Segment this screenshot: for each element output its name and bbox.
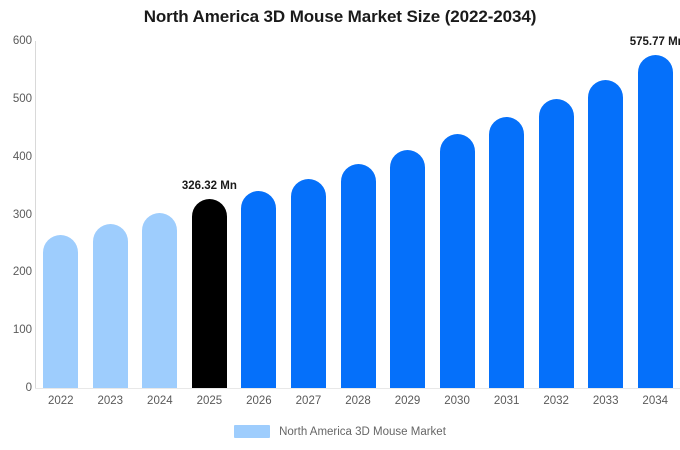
y-axis: 0 100 200 300 400 500 600 [0,0,32,450]
bar-2034[interactable]: 575.77 Mn [630,36,680,388]
x-axis-tick-2029: 2029 [394,395,421,407]
bar-fill-2030 [439,133,475,388]
y-axis-tick-0: 0 [25,382,32,394]
bar-fill-2027 [290,178,326,388]
legend-swatch-north-america-3d-mouse-market [234,425,271,438]
bar-value-label-2034: 575.77 Mn [629,36,680,49]
x-axis-line [35,388,680,389]
x-axis-tick-2023: 2023 [97,395,124,407]
bar-value-label-2025: 326.32 Mn [181,180,237,193]
bar-fill-2034 [637,55,673,388]
y-axis-tick-100: 100 [12,324,32,337]
bar-fill-2028 [340,163,376,388]
x-axis-tick-2033: 2033 [592,395,619,407]
bar-2029[interactable] [390,149,426,388]
bar-fill-2033 [588,79,624,388]
bar-2024[interactable] [142,213,178,388]
y-axis-tick-200: 200 [12,266,32,279]
bar-fill-2025 [191,199,227,388]
x-axis-tick-2032: 2032 [543,395,569,407]
x-axis-tick-2028: 2028 [345,395,371,407]
bar-fill-2026 [241,190,277,388]
y-axis-tick-400: 400 [12,150,32,163]
bar-2031[interactable] [489,117,525,388]
x-axis-tick-2024: 2024 [147,395,173,407]
bar-fill-2023 [92,224,128,388]
x-axis-tick-2027: 2027 [295,395,322,407]
bar-2028[interactable] [340,163,376,388]
chart-title: North America 3D Mouse Market Size (2022… [143,7,537,26]
bar-2023[interactable] [92,224,128,388]
bar-fill-2024 [142,213,178,388]
plot-area: 326.32 Mn 575.77 Mn [36,36,680,388]
bar-fill-2029 [390,149,426,388]
bar-fill-2031 [489,117,525,388]
bar-fill-2032 [538,98,574,388]
y-axis-tick-500: 500 [12,92,32,105]
bar-2025[interactable]: 326.32 Mn [182,180,237,388]
x-axis-tick-2030: 2030 [444,395,470,407]
bar-2030[interactable] [439,133,475,388]
y-axis-tick-300: 300 [12,208,32,221]
bar-2026[interactable] [241,190,277,388]
bar-fill-2022 [43,235,79,388]
bar-2032[interactable] [538,98,574,388]
y-axis-tick-600: 600 [12,35,32,47]
y-axis-line [35,41,36,388]
chart-legend: North America 3D Mouse Market [0,425,680,438]
x-axis-tick-2026: 2026 [246,395,272,407]
x-axis-tick-2022: 2022 [47,395,74,407]
bar-2027[interactable] [290,178,326,388]
bar-2022[interactable] [43,235,79,388]
x-axis-tick-2034: 2034 [642,395,669,407]
bar-2033[interactable] [588,79,624,388]
x-axis-tick-2031: 2031 [493,395,520,407]
legend-label-north-america-3d-mouse-market: North America 3D Mouse Market [279,425,446,438]
x-axis-tick-2025: 2025 [196,395,223,407]
x-axis: 2022 2023 2024 2025 2026 2027 2028 2029 2030 2031… [36,389,680,411]
